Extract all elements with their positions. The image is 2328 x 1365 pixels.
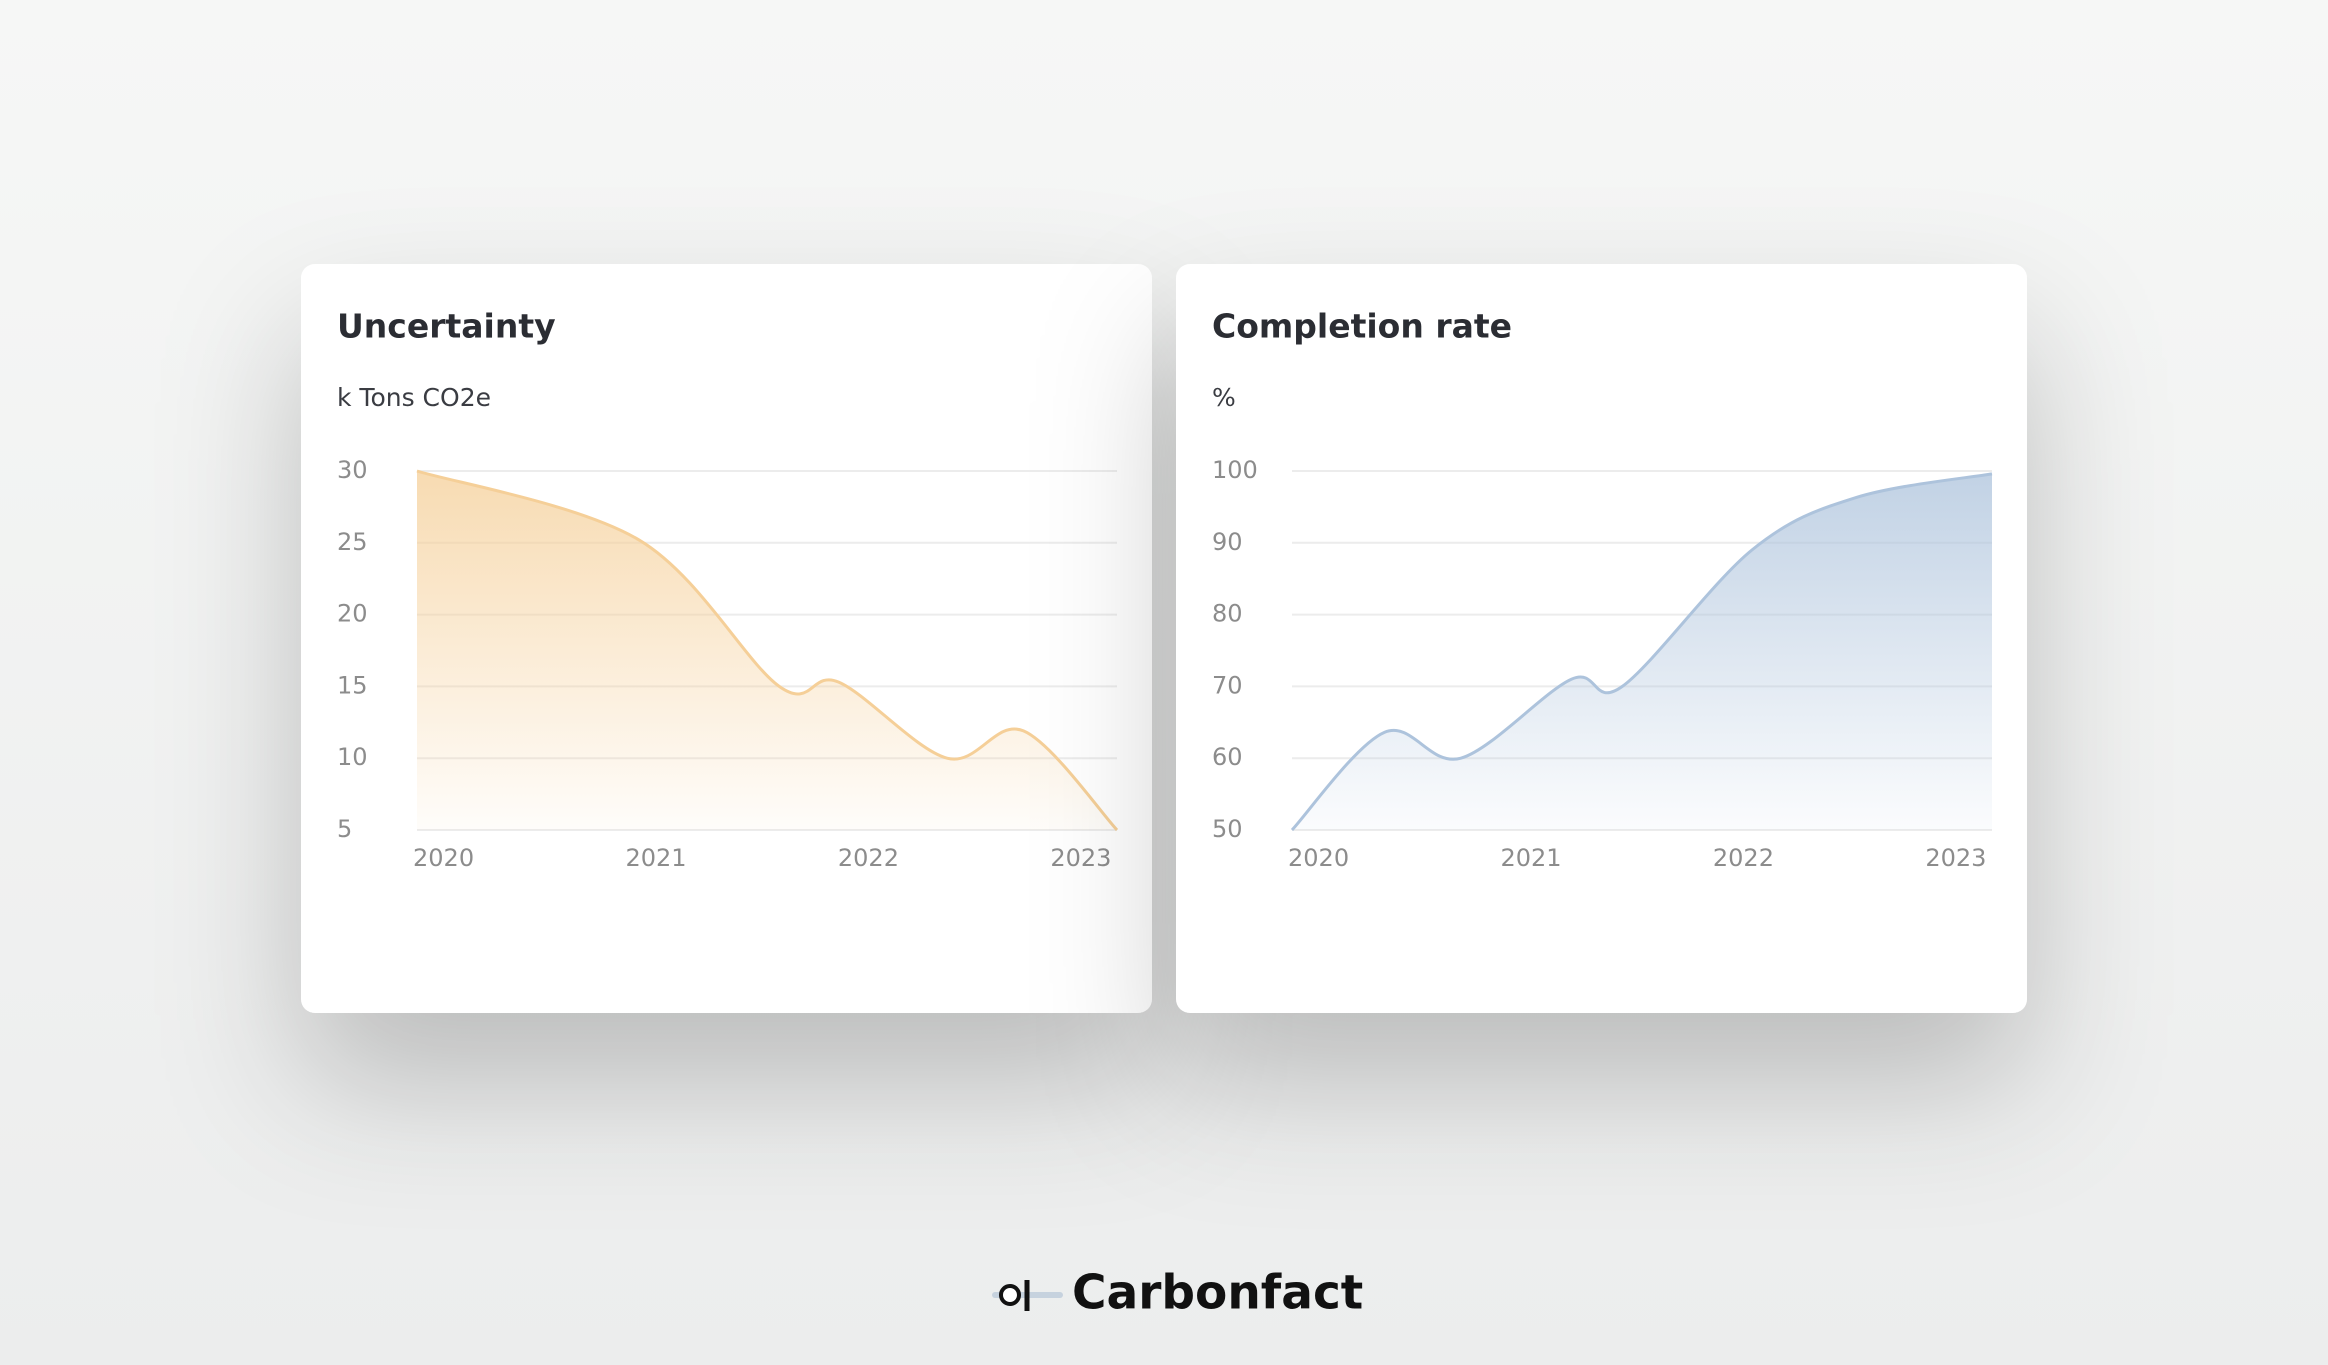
x-tick-label: 2022 [838, 844, 899, 872]
area-fill [1292, 473, 1992, 830]
y-tick-label: 30 [337, 456, 368, 484]
y-tick-label: 15 [337, 671, 368, 699]
unit-label: % [1212, 383, 1236, 412]
unit-label: k Tons CO2e [337, 383, 491, 412]
logo: Carbonfact [992, 1266, 1363, 1321]
y-tick-label: 100 [1212, 456, 1258, 484]
chart-title: Completion rate [1212, 307, 1512, 346]
chart-card: Completion rate% 50 60 70 80 90 100 2020 2021 202… [1176, 264, 2027, 1013]
y-tick-label: 60 [1212, 743, 1243, 771]
x-tick-label: 2023 [1050, 844, 1111, 872]
y-tick-label: 25 [337, 528, 368, 556]
area-line [1290, 472, 1993, 832]
y-tick-label: 90 [1212, 528, 1243, 556]
area-line [416, 469, 1119, 832]
x-tick-label: 2021 [625, 844, 686, 872]
x-tick-label: 2023 [1925, 844, 1986, 872]
chart-card: Uncertainty k Tons CO2e 5 10 15 20 25 30 2020 202… [301, 264, 1152, 1013]
y-tick-label: 10 [337, 743, 368, 771]
y-tick-label: 5 [337, 815, 352, 843]
area-fill [417, 471, 1117, 830]
y-tick-label: 70 [1212, 671, 1243, 699]
x-tick-label: 2021 [1500, 844, 1561, 872]
y-tick-label: 20 [337, 600, 368, 628]
y-tick-label: 80 [1212, 600, 1243, 628]
x-tick-label: 2020 [1288, 844, 1349, 872]
y-tick-label: 50 [1212, 815, 1243, 843]
x-tick-label: 2020 [413, 844, 474, 872]
brand-name: Carbonfact [1072, 1266, 1363, 1321]
chart-title: Uncertainty [337, 307, 556, 346]
x-tick-label: 2022 [1713, 844, 1774, 872]
